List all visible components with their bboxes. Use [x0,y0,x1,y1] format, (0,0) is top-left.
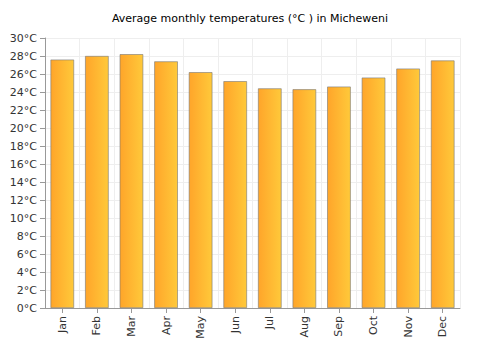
svg-text:28°C: 28°C [10,50,37,63]
svg-text:Jun: Jun [229,316,242,334]
svg-text:Feb: Feb [90,316,103,335]
svg-text:2°C: 2°C [17,284,37,297]
svg-text:Aug: Aug [298,316,311,337]
svg-text:Jan: Jan [56,316,69,334]
svg-text:16°C: 16°C [10,158,37,171]
svg-text:14°C: 14°C [10,176,37,189]
svg-text:6°C: 6°C [17,248,37,261]
svg-text:22°C: 22°C [10,104,37,117]
svg-text:Mar: Mar [125,316,138,337]
svg-text:4°C: 4°C [17,266,37,279]
svg-text:10°C: 10°C [10,212,37,225]
svg-text:Average monthly temperatures (: Average monthly temperatures (°C ) in Mi… [112,12,388,25]
svg-text:Oct: Oct [367,315,380,335]
svg-text:26°C: 26°C [10,68,37,81]
svg-text:30°C: 30°C [10,32,37,45]
svg-text:Dec: Dec [436,316,449,337]
svg-text:12°C: 12°C [10,194,37,207]
svg-text:8°C: 8°C [17,230,37,243]
svg-text:Nov: Nov [402,316,415,338]
svg-text:Jul: Jul [263,316,276,330]
svg-text:Apr: Apr [160,316,173,336]
svg-text:18°C: 18°C [10,140,37,153]
svg-text:May: May [194,316,207,339]
svg-text:0°C: 0°C [17,302,37,315]
svg-text:Sep: Sep [332,316,345,337]
svg-text:20°C: 20°C [10,122,37,135]
svg-text:24°C: 24°C [10,86,37,99]
